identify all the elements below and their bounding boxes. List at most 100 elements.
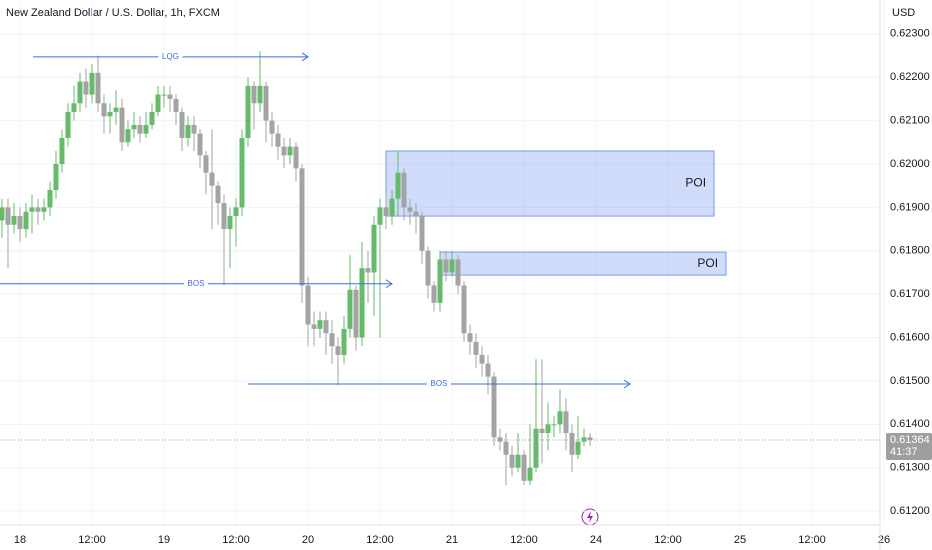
candle-body (563, 411, 569, 434)
x-tick-label: 21 (446, 534, 458, 546)
candle-body (245, 85, 251, 138)
candle-body (443, 259, 449, 273)
candle-body (323, 320, 329, 334)
candle-body (59, 137, 65, 165)
candle-body (473, 341, 479, 355)
candle-body (377, 207, 383, 225)
candle-body (491, 376, 497, 438)
level-arrow (623, 379, 631, 389)
candle-body (497, 437, 503, 442)
candle-body (317, 320, 323, 329)
candle-body (239, 137, 245, 208)
candle-body (209, 172, 215, 186)
level-label-bg (158, 50, 183, 63)
candle-body (11, 216, 17, 225)
countdown-label: 41:37 (890, 446, 918, 458)
candle-body (389, 198, 395, 217)
candle-body (551, 424, 557, 426)
candle-body (77, 81, 83, 104)
x-tick-label: 19 (158, 534, 170, 546)
y-tick-label: 0.62300 (890, 28, 930, 40)
candle-body (0, 207, 5, 221)
candle-body (131, 124, 137, 130)
candle-body (221, 203, 227, 230)
candle-body (485, 363, 491, 377)
candle-body (335, 346, 341, 355)
x-tick-label: 12:00 (78, 534, 106, 546)
candle-body (179, 111, 185, 138)
candle-body (197, 133, 203, 156)
candle-body (47, 190, 53, 208)
candle-body (557, 411, 563, 425)
candle-body (23, 211, 29, 230)
candle-body (71, 103, 77, 112)
level-label: LQG (162, 52, 179, 61)
candle-body (5, 207, 11, 225)
candle-body (347, 289, 353, 329)
candle-body (191, 124, 197, 134)
y-tick-label: 0.62000 (890, 158, 930, 170)
level-arrow (385, 279, 393, 289)
candle-body (365, 268, 371, 273)
poi-box (439, 251, 727, 276)
candle-body (95, 72, 101, 104)
x-tick-label: 25 (734, 534, 746, 546)
candle-body (431, 285, 437, 303)
candle-body (467, 333, 473, 342)
candle-body (185, 124, 191, 138)
level-arrow (301, 52, 309, 62)
candle-body (149, 111, 155, 125)
candle-body (251, 85, 257, 104)
candle-body (125, 129, 131, 143)
level-label-bg (427, 377, 452, 390)
candle-body (263, 85, 269, 121)
candle-body (137, 124, 143, 134)
poi-box (385, 150, 715, 217)
candle-body (161, 94, 167, 96)
level-label-bg (183, 277, 208, 290)
x-tick-label: 12:00 (366, 534, 394, 546)
candle-body (401, 172, 407, 208)
x-tick-label: 24 (590, 534, 602, 546)
poi-label: POI (697, 256, 718, 270)
candle-body (569, 433, 575, 455)
candle-body (407, 207, 413, 212)
candle-body (539, 428, 545, 434)
candle-body (533, 428, 539, 468)
candle-body (419, 216, 425, 251)
y-tick-label: 0.61200 (890, 505, 930, 517)
candle-body (581, 437, 587, 442)
y-tick-label: 0.61300 (890, 462, 930, 474)
candle-body (17, 216, 23, 230)
candle-body (107, 111, 113, 117)
last-price-label: 0.61364 (890, 434, 930, 446)
y-tick-label: 0.61400 (890, 418, 930, 430)
candle-body (233, 207, 239, 217)
candle-body (65, 111, 71, 138)
candle-body (167, 94, 173, 99)
y-tick-label: 0.61500 (890, 375, 930, 387)
candle-body (311, 324, 317, 329)
candle-body (455, 259, 461, 286)
candle-body (89, 72, 95, 95)
candle-body (281, 146, 287, 156)
candle-body (29, 207, 35, 212)
candle-body (53, 164, 59, 191)
currency-label: USD (892, 7, 915, 19)
poi-label: POI (685, 176, 706, 190)
last-price-tag (886, 432, 932, 460)
candle-body (287, 146, 293, 156)
y-tick-label: 0.61600 (890, 331, 930, 343)
candle-body (101, 103, 107, 117)
candle-body (305, 285, 311, 325)
candle-body (413, 211, 419, 217)
candle-body (227, 216, 233, 230)
candle-body (527, 467, 533, 481)
candle-body (257, 85, 263, 104)
candle-body (521, 454, 527, 481)
candle-body (383, 207, 389, 217)
candle-body (83, 81, 89, 95)
x-tick-label: 12:00 (222, 534, 250, 546)
